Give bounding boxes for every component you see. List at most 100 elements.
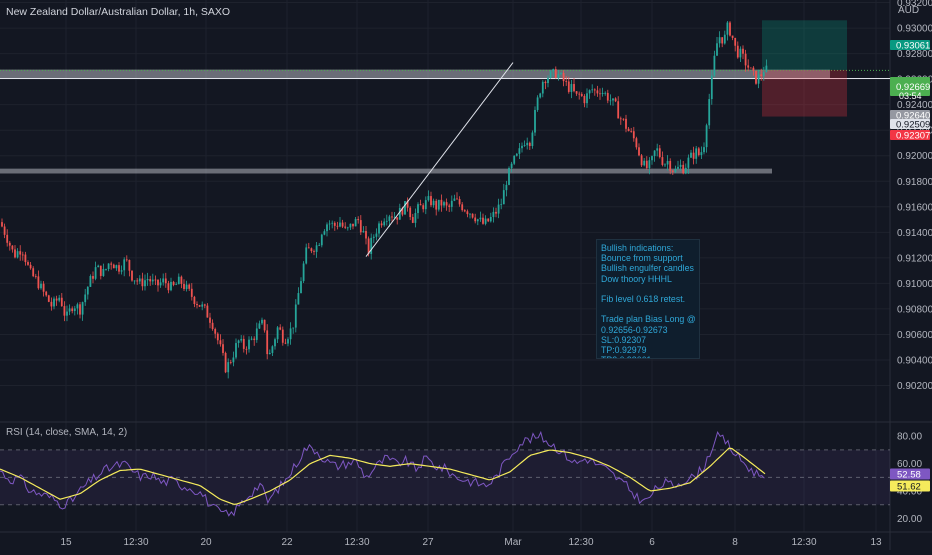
candle-body	[339, 222, 341, 227]
candle-body	[27, 262, 29, 265]
stop-price-label: 0.92307	[896, 131, 930, 142]
level-zones	[0, 69, 890, 174]
candle-body	[489, 216, 492, 222]
drawing-lines[interactable]	[365, 62, 514, 257]
candle-body	[612, 98, 614, 101]
target-price-badge	[890, 40, 930, 50]
candle-body	[742, 48, 744, 54]
candle-body	[461, 204, 464, 211]
candle-body	[211, 322, 214, 330]
candle-body	[105, 269, 107, 270]
price-tick-label: 0.90600	[897, 330, 932, 341]
candle-body	[651, 156, 653, 161]
candle-body	[313, 251, 315, 252]
candle-body	[552, 69, 555, 72]
candle-body	[203, 304, 206, 306]
candle-body	[453, 198, 456, 201]
candle-body	[354, 219, 357, 227]
candle-body	[716, 43, 718, 56]
rsi-pane	[0, 430, 890, 517]
time-axis[interactable]: 15 12:30 20 22 12:30 27 Mar 12:30 6 8 12:30 13	[60, 537, 882, 548]
long-position-tool[interactable]	[762, 20, 847, 117]
candle-body	[739, 48, 742, 58]
candle-body	[110, 263, 113, 265]
candle-body	[734, 37, 737, 46]
time-tick-label: 15	[60, 537, 72, 548]
candle-body	[658, 148, 661, 158]
candle-body	[131, 270, 133, 281]
candle-series	[1, 21, 768, 379]
candle-body	[188, 284, 191, 289]
rsi-indicator-label: RSI (14, close, SMA, 14, 2)	[6, 427, 128, 438]
candle-body	[294, 304, 297, 328]
candle-body	[89, 276, 92, 287]
candle-body	[349, 223, 352, 228]
candle-body	[307, 247, 310, 249]
candle-body	[118, 265, 120, 272]
candle-body	[430, 196, 432, 206]
candle-body	[531, 132, 534, 147]
candle-body	[445, 202, 448, 206]
candle-body	[411, 217, 414, 223]
candle-body	[86, 286, 89, 295]
stop-loss-zone[interactable]	[762, 69, 847, 117]
candle-body	[281, 329, 284, 343]
rsi-tick-label: 80.00	[897, 432, 922, 443]
price-tick-label: 0.91400	[897, 228, 932, 239]
candle-body	[253, 338, 256, 340]
candle-body	[180, 276, 183, 284]
rsi_ma-value-badge	[890, 480, 930, 492]
entry-price-label: 0.92640	[896, 111, 930, 122]
trend-line[interactable]	[365, 62, 514, 257]
candle-body	[326, 224, 328, 232]
candle-body	[352, 223, 354, 227]
candle-body	[154, 279, 157, 281]
candle-body	[500, 204, 503, 206]
candle-body	[562, 73, 565, 82]
candle-body	[521, 145, 523, 149]
candle-body	[196, 304, 198, 306]
candle-body	[593, 89, 596, 91]
candle-body	[175, 284, 178, 285]
candle-body	[541, 81, 544, 94]
candle-body	[736, 45, 739, 58]
candle-body	[250, 338, 253, 340]
candle-body	[222, 344, 224, 353]
candle-body	[58, 297, 61, 301]
candle-body	[664, 164, 666, 166]
candle-body	[591, 89, 594, 91]
candle-body	[11, 245, 14, 250]
candle-body	[625, 118, 627, 129]
current-price-badge	[890, 77, 930, 96]
candle-body	[606, 92, 609, 101]
rsi-tick-label: 20.00	[897, 514, 922, 525]
candle-body	[242, 338, 245, 349]
entry-price-badge	[890, 110, 930, 120]
candle-body	[596, 90, 599, 94]
candle-body	[536, 97, 539, 110]
candle-body	[292, 327, 295, 329]
candle-body	[79, 304, 81, 315]
candle-body	[240, 338, 243, 341]
candle-body	[513, 155, 516, 164]
candle-body	[344, 226, 347, 228]
candle-body	[383, 221, 386, 226]
candle-body	[372, 236, 375, 238]
candle-body	[502, 190, 505, 205]
candle-body	[747, 65, 750, 68]
candle-body	[557, 74, 560, 78]
candle-body	[508, 168, 510, 185]
trade-plan-note[interactable]: Bullish indications: Bounce from support…	[596, 239, 700, 359]
support-zone	[0, 168, 772, 174]
candle-body	[424, 200, 427, 210]
candle-body	[141, 278, 144, 287]
take-profit-zone[interactable]	[762, 20, 847, 70]
candle-body	[573, 84, 575, 92]
candle-body	[544, 81, 547, 84]
candle-body	[112, 264, 115, 269]
candle-body	[487, 218, 490, 222]
candle-body	[128, 259, 131, 271]
rsi-value-label: 52.58	[897, 470, 921, 481]
